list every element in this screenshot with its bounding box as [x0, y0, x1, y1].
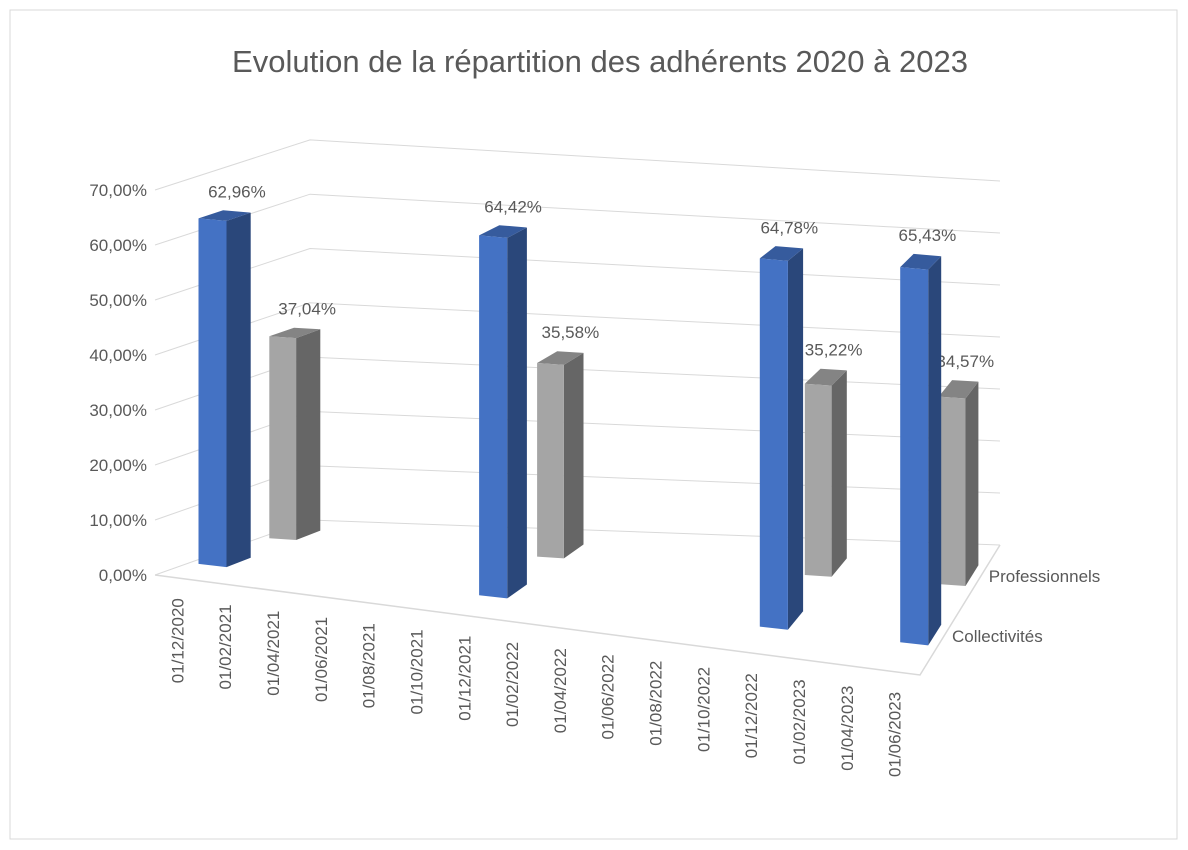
y-tick-label: 30,00%: [89, 401, 147, 420]
y-tick-label: 0,00%: [99, 566, 147, 585]
data-label: 65,43%: [899, 226, 957, 245]
legend-label: Professionnels: [989, 567, 1101, 586]
x-tick-label: 01/06/2021: [312, 617, 331, 702]
x-tick-label: 01/04/2022: [551, 648, 570, 733]
bar-top: [198, 210, 251, 221]
x-tick-label: 01/08/2022: [647, 661, 666, 746]
data-label: 64,42%: [484, 197, 542, 216]
x-tick-label: 01/02/2023: [790, 679, 809, 764]
x-tick-label: 01/12/2022: [742, 673, 761, 758]
data-label: 34,57%: [936, 352, 994, 371]
bar: [938, 396, 966, 586]
bar-side: [507, 227, 527, 599]
data-label: 35,22%: [805, 341, 863, 360]
bar-side: [831, 370, 847, 577]
bar-top: [900, 253, 942, 270]
bar-top: [804, 368, 847, 386]
y-tick-label: 40,00%: [89, 346, 147, 365]
bar-top: [537, 351, 584, 365]
bar-top: [479, 225, 527, 238]
bar: [198, 218, 227, 568]
bar-top: [759, 246, 804, 261]
legend-label: Collectivités: [952, 627, 1043, 646]
x-tick-label: 01/12/2021: [455, 636, 474, 721]
x-tick-label: 01/02/2022: [503, 642, 522, 727]
data-label: 35,58%: [542, 323, 600, 342]
bar-side: [226, 212, 251, 568]
bar: [269, 336, 297, 540]
x-tick-label: 01/04/2023: [838, 686, 857, 771]
y-tick-label: 10,00%: [89, 511, 147, 530]
chart-title: Evolution de la répartition des adhérent…: [232, 44, 968, 79]
floor: [154, 544, 1001, 676]
chart-frame: [9, 9, 1178, 840]
x-tick-label: 01/06/2022: [599, 654, 618, 739]
bar-side: [965, 381, 979, 586]
bar: [804, 383, 832, 577]
y-tick-label: 60,00%: [89, 236, 147, 255]
bar: [479, 235, 508, 599]
bar: [759, 258, 788, 630]
y-tick-label: 70,00%: [89, 181, 147, 200]
data-label: 64,78%: [760, 218, 818, 237]
bar-side: [296, 329, 321, 540]
y-tick-label: 50,00%: [89, 291, 147, 310]
grid-line: [154, 139, 1001, 191]
x-tick-label: 01/06/2023: [886, 692, 905, 777]
x-tick-label: 01/12/2020: [168, 598, 187, 683]
x-tick-label: 01/02/2021: [216, 604, 235, 689]
data-label: 37,04%: [278, 300, 336, 319]
y-tick-label: 20,00%: [89, 456, 147, 475]
bar-side: [563, 352, 584, 559]
bar-top: [269, 327, 321, 339]
bar: [900, 267, 929, 646]
data-label: 62,96%: [208, 182, 266, 201]
bar-side: [787, 248, 804, 630]
x-tick-label: 01/10/2021: [407, 629, 426, 714]
bar-side: [928, 256, 942, 646]
x-tick-label: 01/04/2021: [264, 611, 283, 696]
bar-top: [938, 380, 979, 399]
x-tick-label: 01/08/2021: [360, 623, 379, 708]
x-tick-label: 01/10/2022: [694, 667, 713, 752]
bar: [537, 363, 564, 559]
